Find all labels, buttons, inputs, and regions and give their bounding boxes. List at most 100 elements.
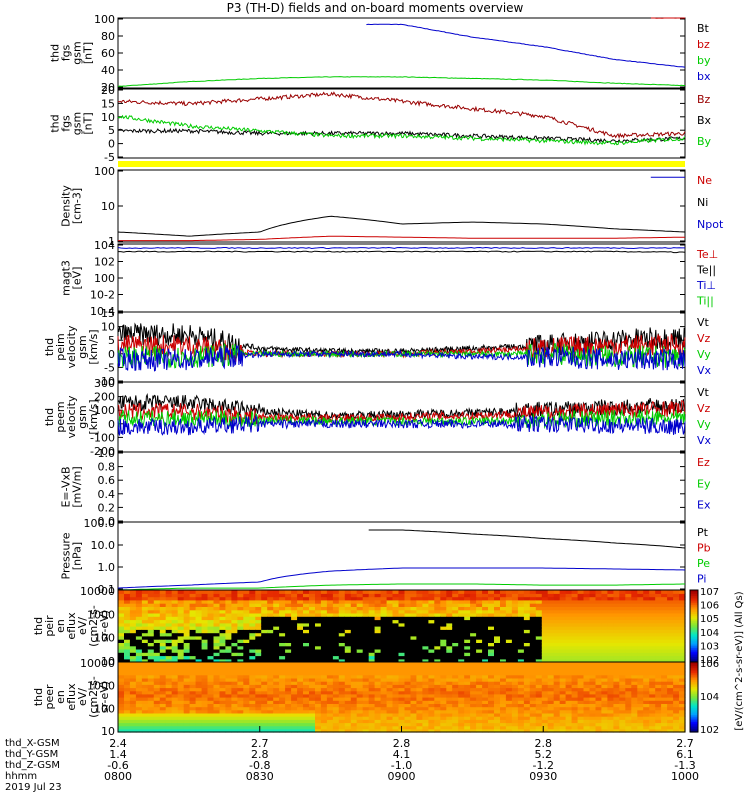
spectrogram-cell <box>350 677 358 682</box>
spectrogram-cell <box>565 626 573 630</box>
spectrogram-cell <box>189 712 197 717</box>
spectrogram-cell <box>517 635 525 640</box>
spectrogram-cell <box>261 648 268 653</box>
spectrogram-cell <box>511 593 519 598</box>
spectrogram-cell <box>428 590 435 594</box>
spectrogram-cell <box>368 671 376 676</box>
spectrogram-cell <box>374 662 382 666</box>
spectrogram-cell <box>482 593 489 598</box>
spectrogram-cell <box>595 687 603 692</box>
spectrogram-cell <box>315 671 322 676</box>
spectrogram-cell <box>452 616 459 621</box>
spectrogram-cell <box>547 716 555 720</box>
spectrogram-cell <box>344 674 352 679</box>
spectrogram-cell <box>320 632 328 637</box>
spectrogram-cell <box>171 609 179 614</box>
spectrogram-cell <box>529 596 537 601</box>
spectrogram-cell <box>565 668 573 673</box>
colorbar-segment <box>690 591 698 595</box>
spectrogram-cell <box>183 655 191 660</box>
spectrogram-cell <box>326 616 334 621</box>
spectrogram-cell <box>416 658 423 663</box>
spectrogram-cell <box>607 596 614 601</box>
spectrogram-cell <box>303 722 310 727</box>
spectrogram-cell <box>577 629 585 634</box>
spectrogram-cell <box>374 648 382 653</box>
legend-Ni: Ni <box>697 196 708 209</box>
spectrogram-cell <box>141 716 149 720</box>
spectrogram-cell <box>494 648 501 653</box>
spectrogram-cell <box>404 687 412 692</box>
spectrogram-cell <box>201 593 209 598</box>
spectrogram-cell <box>135 706 143 711</box>
x-gsm-value: 2.8 <box>393 737 411 750</box>
spectrogram-cell <box>368 655 376 660</box>
spectrogram-cell <box>320 681 328 685</box>
spectrogram-cell <box>637 655 644 660</box>
spectrogram-cell <box>595 603 603 607</box>
spectrogram-cell <box>285 619 292 624</box>
spectrogram-cell <box>183 596 191 601</box>
spectrogram-cell <box>255 648 262 653</box>
spectrogram-cell <box>452 626 459 630</box>
spectrogram-cell <box>147 712 155 717</box>
spectrogram-cell <box>171 622 179 627</box>
spectrogram-cell <box>386 719 394 724</box>
spectrogram-cell <box>446 728 453 733</box>
spectrogram-cell <box>118 712 125 717</box>
spectrogram-cell <box>303 662 310 666</box>
spectrogram-cell <box>649 639 656 643</box>
spectrogram-cell <box>679 681 686 685</box>
spectrogram-cell <box>338 619 346 624</box>
spectrogram-cell <box>422 652 429 657</box>
spectrogram-cell <box>679 603 686 607</box>
spectrogram-cell <box>452 622 459 627</box>
spectrogram-cell <box>529 712 537 717</box>
spectrogram-cell <box>141 728 149 733</box>
spectrogram-cell <box>195 706 203 711</box>
spectrogram-cell <box>326 722 334 727</box>
spectrogram-cell <box>189 590 197 594</box>
spectrogram-cell <box>458 619 465 624</box>
spectrogram-cell <box>583 700 591 704</box>
spectrogram-cell <box>368 590 376 594</box>
spectrogram-cell <box>649 716 656 720</box>
y-tick-label: 100.0 <box>84 517 116 530</box>
spectrogram-cell <box>571 665 579 669</box>
spectrogram-cell <box>517 681 525 685</box>
spectrogram-cell <box>607 716 614 720</box>
spectrogram-cell <box>416 648 423 653</box>
spectrogram-cell <box>410 700 418 704</box>
spectrogram-cell <box>380 712 388 717</box>
spectrogram-cell <box>673 599 680 604</box>
legend-Vt: Vt <box>697 316 710 329</box>
spectrogram-cell <box>124 665 131 669</box>
spectrogram-cell <box>129 632 137 637</box>
spectrogram-cell <box>583 590 591 594</box>
spectrogram-cell <box>446 609 453 614</box>
spectrogram-cell <box>488 606 495 611</box>
spectrogram-cell <box>577 590 585 594</box>
spectrogram-cell <box>577 655 585 660</box>
spectrogram-cell <box>607 674 614 679</box>
spectrogram-cell <box>285 645 292 650</box>
spectrogram-cell <box>434 590 441 594</box>
spectrogram-cell <box>523 655 531 660</box>
spectrogram-cell <box>231 684 238 689</box>
spectrogram-cell <box>398 690 406 695</box>
spectrogram-cell <box>183 609 191 614</box>
spectrogram-cell <box>315 693 322 698</box>
spectrogram-cell <box>118 632 125 637</box>
spectrogram-cell <box>129 671 137 676</box>
spectrogram-cell <box>350 697 358 701</box>
spectrogram-cell <box>410 693 418 698</box>
spectrogram-cell <box>267 652 274 657</box>
spectrogram-cell <box>404 619 412 624</box>
spectrogram-cell <box>589 619 597 624</box>
spectrogram-cell <box>470 706 477 711</box>
spectrogram-cell <box>326 612 334 617</box>
spectrogram-cell <box>189 674 197 679</box>
spectrogram-cell <box>565 642 573 647</box>
spectrogram-cell <box>649 700 656 704</box>
spectrogram-cell <box>195 603 203 607</box>
